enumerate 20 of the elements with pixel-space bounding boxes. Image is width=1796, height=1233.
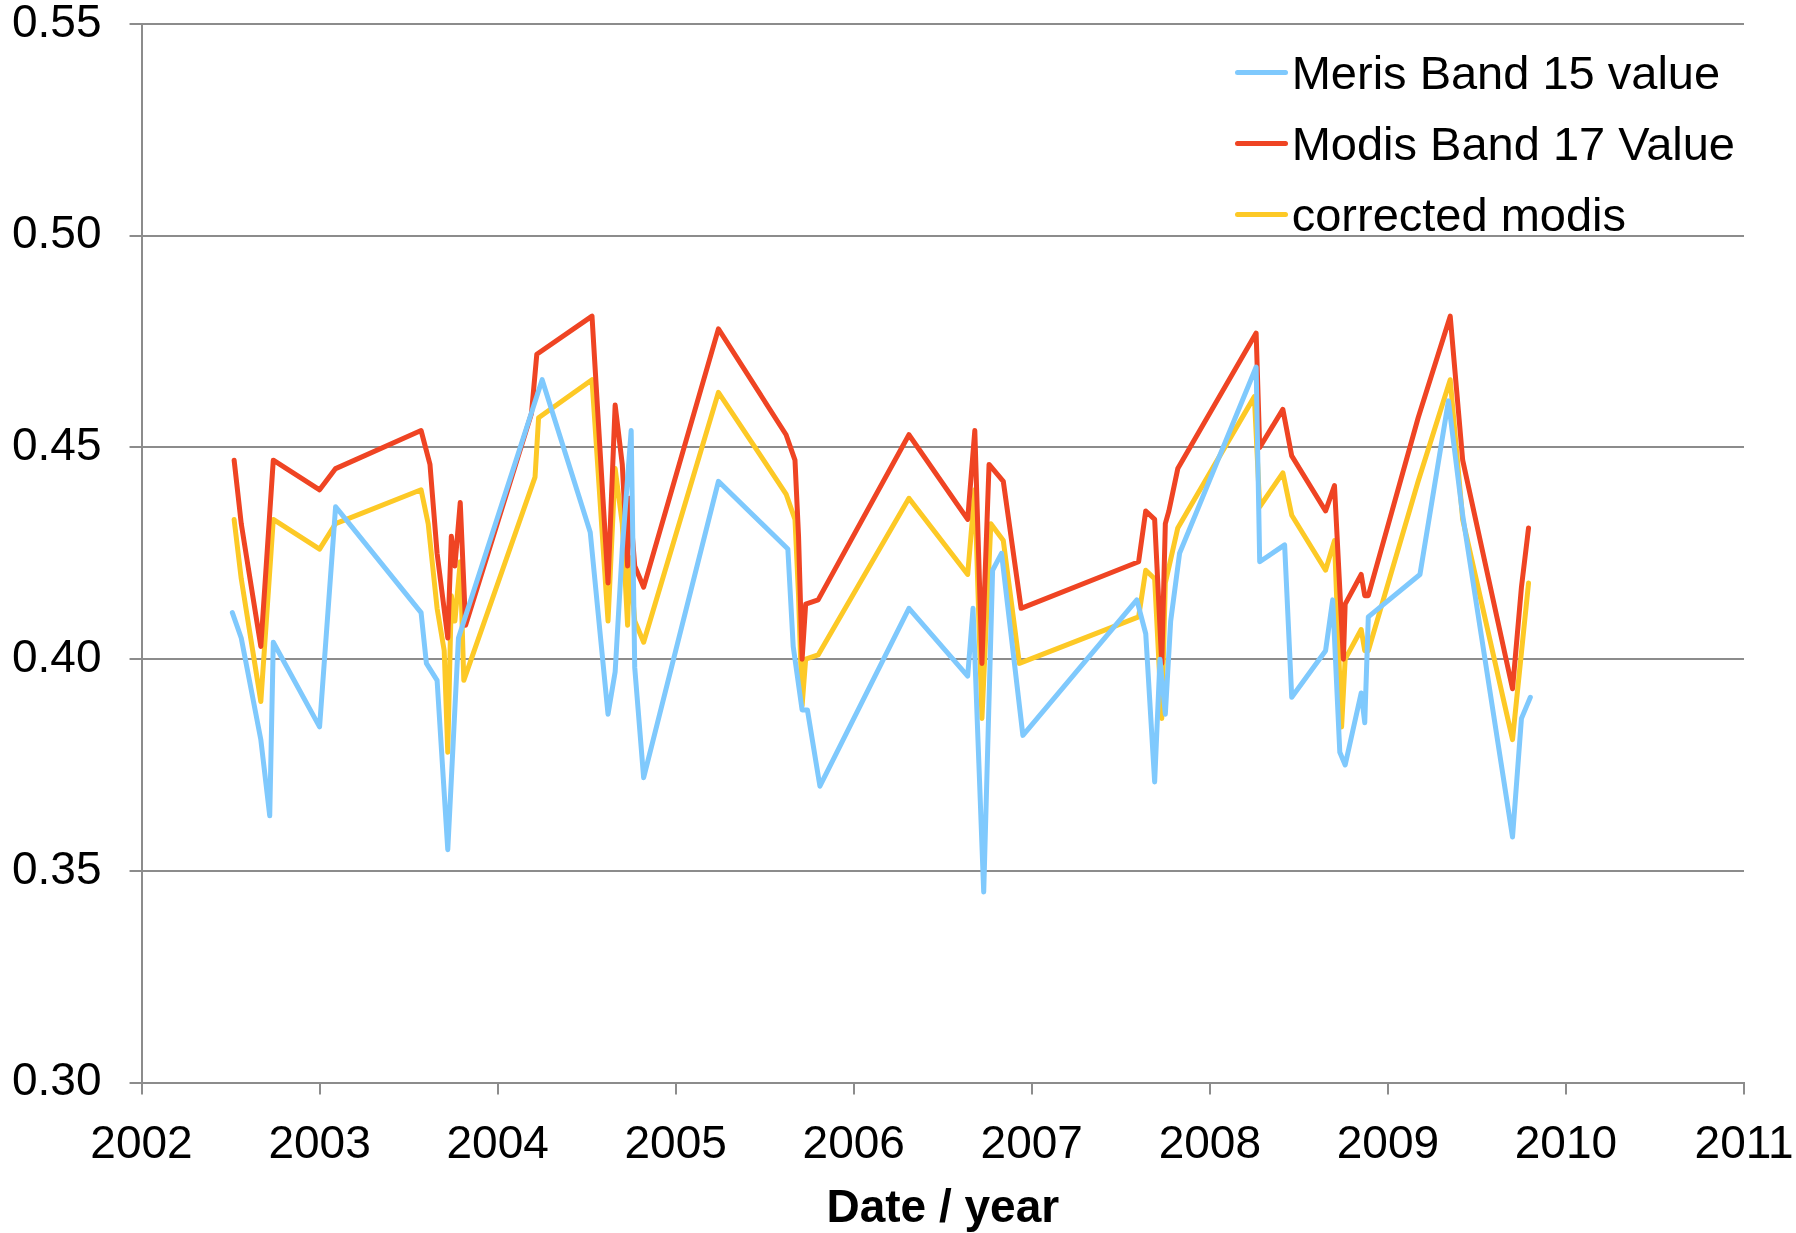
y-tick-label: 0.40 [12, 629, 102, 682]
x-tick-label: 2007 [980, 1115, 1083, 1168]
legend-label: Meris Band 15 value [1291, 46, 1721, 99]
y-tick-label: 0.50 [12, 206, 102, 259]
x-tick-label: 2002 [90, 1115, 193, 1168]
x-tick-label: 2006 [802, 1115, 905, 1168]
x-tick-label: 2009 [1336, 1115, 1440, 1168]
x-tick-label: 2010 [1514, 1115, 1618, 1168]
x-axis-title: Date / year [826, 1180, 1060, 1233]
y-tick-label: 0.35 [12, 841, 102, 894]
x-tick-label: 2004 [446, 1115, 549, 1168]
y-tick-label: 0.30 [12, 1053, 102, 1106]
legend-label: corrected modis [1291, 188, 1627, 241]
x-tick-label: 2003 [268, 1115, 371, 1168]
y-tick-label: 0.55 [12, 0, 102, 47]
x-tick-label: 2005 [624, 1115, 727, 1168]
y-tick-label: 0.45 [12, 418, 102, 471]
x-tick-label: 2008 [1158, 1115, 1262, 1168]
legend-label: Modis Band 17 Value [1291, 117, 1735, 170]
x-tick-label: 2011 [1694, 1115, 1794, 1168]
